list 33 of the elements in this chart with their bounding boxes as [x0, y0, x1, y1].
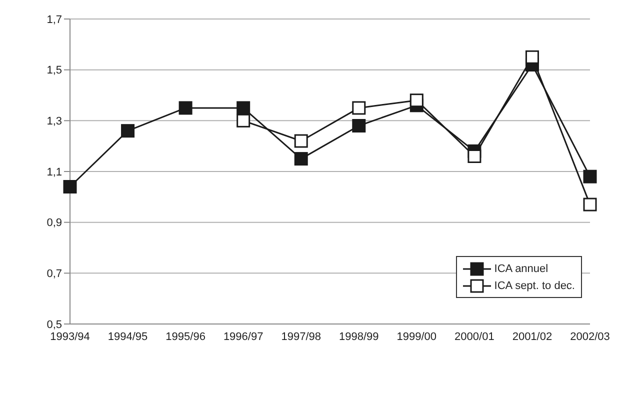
point	[178, 101, 192, 115]
legend-label: ICA sept. to dec.	[494, 280, 575, 292]
y-tick-label: 1,5	[46, 64, 62, 77]
y-tick-label: 1,1	[46, 166, 62, 178]
point	[63, 180, 77, 194]
point	[583, 198, 597, 212]
point	[121, 124, 135, 138]
legend-label: ICA annuel	[494, 262, 548, 274]
y-tick-label: 0,5	[46, 318, 62, 331]
point	[525, 50, 539, 64]
y-tick-label: 1,7	[46, 14, 62, 26]
point	[352, 101, 366, 115]
point	[583, 170, 597, 184]
point	[468, 150, 482, 163]
point	[294, 134, 308, 148]
x-tick-label: 2002/03	[570, 330, 610, 343]
x-tick-label: 1997/98	[281, 330, 321, 343]
point	[294, 152, 308, 166]
y-tick-label: 1,3	[46, 116, 62, 128]
x-tick-label: 1998/99	[339, 330, 379, 343]
point	[236, 114, 250, 128]
point	[236, 101, 250, 115]
x-tick-label: 1993/94	[50, 330, 90, 343]
x-tick-label: 2001/02	[512, 330, 552, 343]
x-tick-label: 1999/00	[396, 330, 437, 343]
point	[352, 119, 366, 132]
x-tick-label: 2000/01	[454, 330, 494, 343]
y-tick-label: 0,9	[46, 217, 62, 230]
point	[410, 94, 424, 108]
x-tick-label: 1995/96	[166, 330, 206, 343]
x-tick-label: 1994/95	[108, 330, 148, 343]
y-tick-label: 0,7	[46, 268, 62, 280]
x-tick-label: 1996/97	[223, 330, 264, 343]
